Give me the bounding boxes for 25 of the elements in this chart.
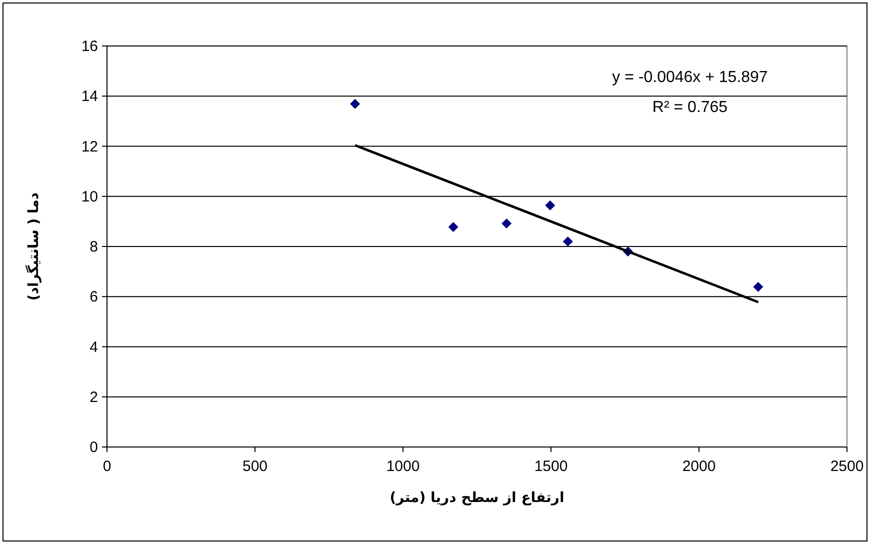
annotation: y = -0.0046x + 15.897 [612, 69, 768, 86]
point [502, 218, 512, 228]
point [562, 236, 573, 246]
x-tick-label: 2500 [830, 458, 864, 475]
point [545, 200, 556, 210]
point [448, 222, 458, 232]
y-tick-label: 8 [90, 238, 98, 256]
x-tick-label: 1500 [534, 458, 568, 475]
x-axis-title: ارتفاع از سطح دریا (متر) [390, 490, 564, 506]
x-tick-label: 0 [102, 458, 112, 475]
y-tick-label: 10 [81, 188, 98, 206]
y-tick-label: 4 [90, 338, 98, 356]
y-tick-label: 12 [81, 138, 98, 156]
y-tick-label: 2 [90, 388, 98, 406]
y-tick-label: 6 [90, 288, 98, 306]
y-tick-label: 16 [81, 38, 98, 55]
x-tick-label: 1000 [386, 458, 420, 475]
point [753, 282, 764, 292]
y-tick-label: 14 [81, 88, 98, 106]
y-tick-label: 0 [90, 439, 98, 456]
annotation: R² = 0.765 [652, 99, 728, 116]
point [350, 98, 360, 109]
x-tick-label: 2000 [682, 458, 716, 475]
y-axis-title: دما ( سانتیگراد) [25, 192, 42, 301]
x-tick-label: 500 [242, 458, 268, 475]
